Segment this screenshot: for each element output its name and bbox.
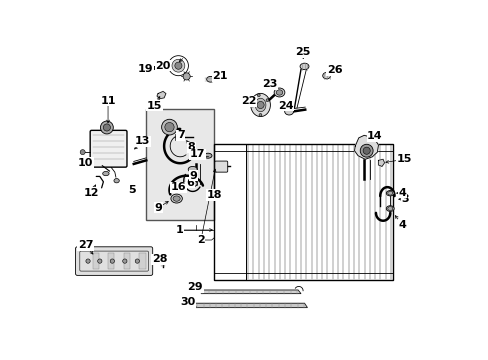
Circle shape	[80, 150, 85, 155]
Ellipse shape	[203, 153, 212, 158]
Text: 25: 25	[294, 47, 309, 57]
Circle shape	[122, 259, 127, 263]
Circle shape	[135, 259, 139, 263]
Ellipse shape	[171, 194, 182, 203]
Circle shape	[251, 104, 254, 107]
Bar	[146, 109, 214, 220]
Ellipse shape	[276, 90, 282, 95]
Text: 24: 24	[277, 101, 293, 111]
Ellipse shape	[255, 98, 265, 112]
Polygon shape	[193, 303, 307, 307]
Text: 14: 14	[366, 131, 382, 141]
Text: 9: 9	[189, 171, 197, 181]
Ellipse shape	[387, 192, 392, 195]
Ellipse shape	[188, 166, 197, 172]
Text: 15: 15	[396, 154, 411, 164]
Text: 16: 16	[170, 182, 186, 192]
Ellipse shape	[386, 206, 393, 211]
Ellipse shape	[102, 171, 109, 176]
Text: 21: 21	[212, 71, 227, 81]
Ellipse shape	[322, 72, 330, 79]
Polygon shape	[378, 159, 384, 166]
Text: 9: 9	[154, 203, 162, 213]
Text: 5: 5	[128, 185, 136, 195]
Ellipse shape	[386, 190, 393, 196]
Bar	[246, 144, 392, 280]
Polygon shape	[198, 290, 300, 294]
Circle shape	[257, 102, 264, 109]
Text: 6: 6	[186, 178, 194, 188]
Text: 13: 13	[135, 136, 150, 147]
Text: 29: 29	[187, 282, 203, 292]
Text: 26: 26	[326, 65, 342, 75]
Text: 1: 1	[175, 225, 183, 235]
Bar	[108, 253, 114, 269]
Circle shape	[172, 59, 184, 72]
Bar	[93, 253, 99, 269]
Circle shape	[160, 256, 165, 262]
Text: 4: 4	[398, 220, 406, 230]
Ellipse shape	[114, 179, 119, 183]
Text: 7: 7	[177, 130, 184, 140]
Text: 28: 28	[151, 254, 167, 264]
Circle shape	[98, 259, 102, 263]
Ellipse shape	[387, 207, 392, 211]
Ellipse shape	[206, 76, 214, 82]
Circle shape	[110, 259, 114, 263]
Text: 3: 3	[401, 194, 408, 203]
Bar	[214, 144, 392, 280]
Text: 15: 15	[146, 101, 162, 111]
Polygon shape	[354, 135, 378, 159]
Text: 2: 2	[197, 235, 204, 245]
FancyBboxPatch shape	[214, 161, 227, 172]
Circle shape	[175, 62, 182, 69]
Bar	[175, 134, 182, 140]
Text: 23: 23	[262, 79, 277, 89]
Bar	[139, 253, 145, 269]
Ellipse shape	[173, 196, 180, 201]
Circle shape	[257, 94, 260, 97]
Text: 22: 22	[241, 96, 256, 107]
Circle shape	[259, 113, 262, 116]
Text: 19: 19	[137, 64, 153, 73]
FancyBboxPatch shape	[90, 130, 127, 167]
Text: 17: 17	[189, 149, 204, 159]
Circle shape	[265, 99, 268, 102]
Circle shape	[162, 119, 177, 135]
Bar	[123, 253, 130, 269]
Circle shape	[86, 259, 90, 263]
Circle shape	[363, 147, 369, 154]
Bar	[214, 144, 246, 280]
Circle shape	[210, 192, 217, 199]
Ellipse shape	[188, 180, 197, 187]
Ellipse shape	[284, 108, 293, 115]
FancyBboxPatch shape	[75, 247, 152, 275]
Ellipse shape	[300, 63, 308, 69]
Ellipse shape	[250, 93, 270, 117]
Text: 20: 20	[155, 61, 170, 71]
Polygon shape	[157, 91, 165, 99]
Text: 12: 12	[83, 188, 99, 198]
Circle shape	[164, 122, 174, 132]
Circle shape	[360, 144, 372, 157]
Circle shape	[103, 124, 110, 131]
Text: 18: 18	[206, 190, 222, 200]
Circle shape	[100, 121, 113, 134]
Ellipse shape	[274, 88, 285, 97]
Text: 10: 10	[78, 158, 93, 168]
Text: 4: 4	[398, 188, 406, 198]
Text: 27: 27	[78, 240, 93, 250]
Text: 11: 11	[100, 96, 116, 106]
Circle shape	[183, 73, 190, 80]
Text: 8: 8	[187, 142, 195, 152]
Text: 30: 30	[180, 297, 195, 307]
